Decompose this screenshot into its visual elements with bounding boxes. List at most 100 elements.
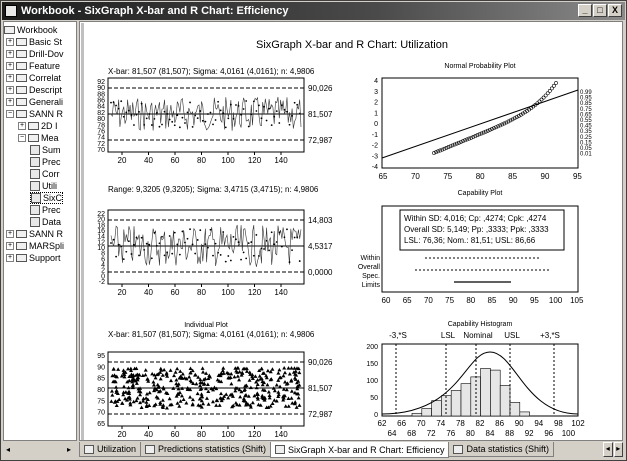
data-point [270,231,273,234]
expand-icon[interactable]: + [18,122,26,130]
expand-icon[interactable]: + [6,254,14,262]
tree-item[interactable]: − SANN R [6,108,63,120]
tab-1[interactable]: Predictions statistics (Shift) [140,442,272,457]
tree-item[interactable]: + Descript [6,84,62,96]
x-tick-label: 75 [445,296,454,305]
tree-item[interactable]: + Correlat [6,72,61,84]
sixgraph-panel: SixGraph X-bar and R Chart: Utilization X… [79,21,623,441]
y-tick-label: 78 [97,122,105,129]
title-bar: Workbook - SixGraph X-bar and R Chart: E… [2,2,625,20]
data-point [273,115,276,118]
tree-item[interactable]: + Support [6,252,61,264]
individual-point [175,366,180,371]
tree-item[interactable]: Data [30,216,61,228]
tree-item[interactable]: Sum [30,144,61,156]
data-point [252,254,255,257]
individual-point [281,398,286,402]
tree-item[interactable]: SixC [30,192,64,204]
tree-item[interactable]: Utili [30,180,57,192]
collapse-icon[interactable]: − [6,110,14,118]
minimize-button[interactable]: _ [578,4,592,17]
individual-point [126,366,131,371]
individual-point [286,396,291,401]
x-tick-label: 60 [171,430,180,439]
individual-point [264,375,269,380]
individual-point [254,380,259,384]
data-point [240,113,242,116]
x-tick-label: 90 [541,172,550,181]
tab-scroll-left-icon[interactable]: ◂ [603,442,613,457]
tab-2[interactable]: SixGraph X-bar and R Chart: Efficiency [270,442,450,458]
individual-point [175,401,180,405]
expand-icon[interactable]: + [6,74,14,82]
data-point [186,111,189,114]
tab-scroll-buttons[interactable]: ◂ ▸ [603,442,623,457]
expand-icon[interactable]: + [6,230,14,238]
expand-icon[interactable]: + [6,38,14,46]
control-limit-label: 81,507 [308,384,333,393]
tab-0[interactable]: Utilization [79,442,142,457]
tree-item[interactable]: Corr [30,168,60,180]
tree-item-label: Workbook [17,25,58,35]
normal-point [541,95,546,100]
tree-item[interactable]: + MARSpli [6,240,64,252]
tree-scrollbar[interactable]: ◂ ▸ [3,442,77,456]
tree-item[interactable]: +2D I [18,120,58,132]
normal-fit-line [381,89,579,159]
individual-point [255,395,260,399]
data-point [265,239,268,242]
folder-icon [16,74,27,82]
individual-point [201,377,206,382]
tree-item[interactable]: + Feature [6,60,60,72]
normal-point [487,128,492,132]
tree-item[interactable]: Prec [30,156,61,168]
tab-3[interactable]: Data statistics (Shift) [448,442,554,457]
data-point [120,100,123,103]
individual-point [242,388,247,392]
normal-plot-area [381,77,579,169]
folder-icon [16,86,27,94]
tree-item[interactable]: − Mea [18,132,59,144]
y-tick-label: 50 [370,395,378,402]
tree-item[interactable]: Prec [30,204,61,216]
individual-point [126,385,131,390]
individual-point [141,399,146,403]
data-point [291,114,293,117]
individual-point [240,370,245,375]
data-point [140,102,143,105]
x-tick-label: 90 [515,419,524,428]
data-point [209,111,212,114]
expand-icon[interactable]: + [6,50,14,58]
individual-point [243,403,248,407]
tree-item[interactable]: + Generali [6,96,63,108]
individual-point [174,381,179,386]
expand-icon[interactable]: + [6,98,14,106]
tree-item[interactable]: Workbook [4,24,57,36]
collapse-icon[interactable]: − [18,134,26,142]
normal-point [498,123,503,128]
expand-icon[interactable]: + [6,86,14,94]
tree-item-label: SANN R [29,229,64,239]
folder-icon [28,122,39,130]
data-point [120,245,123,248]
individual-point [154,387,159,392]
individual-point [152,388,157,393]
individual-point [247,370,252,374]
data-point [117,107,120,110]
tree-item[interactable]: + Basic St [6,36,62,48]
data-point [278,231,281,234]
close-button[interactable]: X [608,4,622,17]
control-limit-label: 72,987 [308,136,333,145]
tree-item[interactable]: + Drill-Dov [6,48,64,60]
data-point [138,254,140,257]
expand-icon[interactable]: + [6,242,14,250]
workbook-tree[interactable]: Workbook + Basic St + Drill-Dov + Feature + Corr… [3,21,77,441]
x-tick-label: 80 [197,430,206,439]
expand-icon[interactable]: + [6,62,14,70]
maximize-button[interactable]: □ [593,4,607,17]
tab-scroll-right-icon[interactable]: ▸ [613,442,623,457]
y-tick-label: 90 [97,85,105,92]
tree-item[interactable]: + SANN R [6,228,63,240]
individual-point [171,386,176,390]
individual-point [158,400,163,405]
